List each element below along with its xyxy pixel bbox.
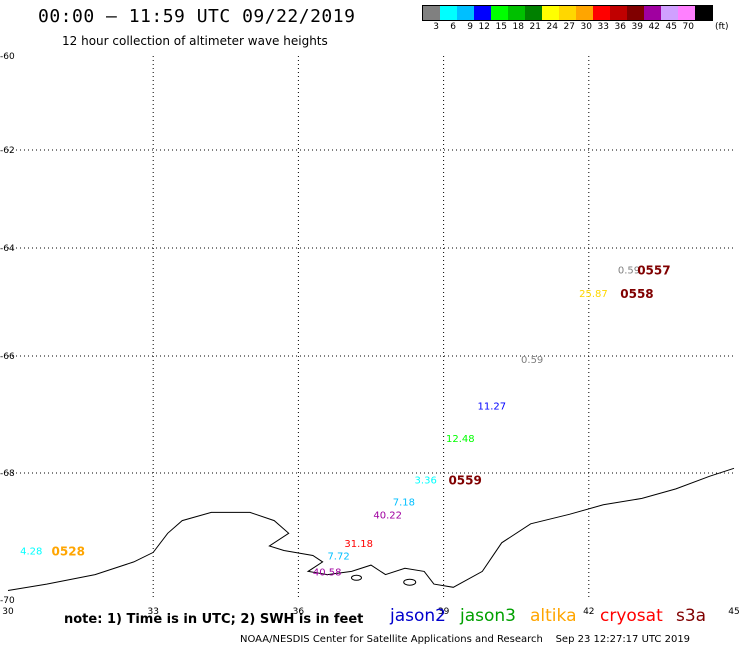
color-scale-label: 45 bbox=[665, 22, 677, 32]
wave-height-label: 7.72 bbox=[327, 552, 349, 563]
color-scale-label: 39 bbox=[631, 22, 643, 32]
color-swatch bbox=[491, 6, 508, 20]
color-scale-label: 6 bbox=[450, 22, 456, 32]
color-swatch bbox=[423, 6, 440, 20]
legend-cryosat: cryosat bbox=[600, 606, 663, 626]
wave-height-label: 25.87 bbox=[579, 289, 608, 300]
color-scale-label: 27 bbox=[563, 22, 575, 32]
legend-altika: altika bbox=[530, 606, 577, 626]
color-swatch bbox=[474, 6, 491, 20]
color-scale-label: 12 bbox=[478, 22, 490, 32]
pass-time-label: 0558 bbox=[620, 287, 653, 301]
map-subtitle: 12 hour collection of altimeter wave hei… bbox=[62, 34, 328, 48]
color-scale-unit: (ft) bbox=[715, 22, 729, 32]
wave-height-label: 40.22 bbox=[373, 510, 402, 521]
color-scale-label: 21 bbox=[529, 22, 541, 32]
x-tick-label: 42 bbox=[583, 607, 594, 617]
color-swatch bbox=[457, 6, 474, 20]
color-scale-label: 33 bbox=[597, 22, 609, 32]
island bbox=[403, 578, 417, 586]
wave-height-label: 11.27 bbox=[477, 402, 506, 413]
x-tick-label: 45 bbox=[728, 607, 739, 617]
wave-height-label: 4.28 bbox=[20, 546, 42, 557]
color-swatch bbox=[661, 6, 678, 20]
y-tick-label: -66 bbox=[0, 352, 15, 362]
wave-height-label: 0.59 bbox=[521, 355, 543, 366]
y-tick-label: -70 bbox=[0, 596, 15, 606]
color-swatch bbox=[440, 6, 457, 20]
color-scale-label: 42 bbox=[648, 22, 660, 32]
color-scale-label: 36 bbox=[614, 22, 626, 32]
color-swatch bbox=[525, 6, 542, 20]
wave-height-label: 7.18 bbox=[393, 498, 415, 509]
wave-height-label: 3.36 bbox=[415, 475, 437, 486]
color-swatch bbox=[610, 6, 627, 20]
color-scale-label: 15 bbox=[495, 22, 507, 32]
color-swatch bbox=[678, 6, 695, 20]
color-scale-label: 18 bbox=[512, 22, 524, 32]
pass-time-label: 0559 bbox=[448, 473, 481, 487]
note-text: note: 1) Time is in UTC; 2) SWH is in fe… bbox=[64, 612, 364, 627]
coastline bbox=[7, 467, 735, 591]
color-scale-labels: 3 6 9 12 15 18 21 24 27 30 33 36 39 42 45 70 bbox=[422, 22, 694, 32]
island bbox=[350, 574, 362, 581]
pass-time-label: 0557 bbox=[637, 264, 670, 278]
pass-time-label: 0528 bbox=[52, 544, 85, 558]
color-scale-bar bbox=[422, 5, 713, 21]
wave-height-label: 31.18 bbox=[344, 539, 373, 550]
legend-s3a: s3a bbox=[676, 606, 707, 626]
color-scale-label: 3 bbox=[433, 22, 439, 32]
x-tick-label: 33 bbox=[147, 607, 158, 617]
color-swatch bbox=[627, 6, 644, 20]
color-swatch bbox=[508, 6, 525, 20]
credit-line: NOAA/NESDIS Center for Satellite Applica… bbox=[240, 634, 691, 645]
color-swatch bbox=[644, 6, 661, 20]
y-tick-label: -68 bbox=[0, 469, 15, 479]
wave-height-label: 12.48 bbox=[446, 434, 475, 445]
legend-jason2: jason2 bbox=[390, 606, 446, 626]
x-tick-label: 30 bbox=[2, 607, 14, 617]
color-scale-label: 30 bbox=[580, 22, 592, 32]
color-scale-label: 9 bbox=[467, 22, 473, 32]
wave-height-label: 0.59 bbox=[618, 266, 640, 277]
wave-height-label: 40.58 bbox=[313, 567, 342, 578]
color-scale-label: 24 bbox=[546, 22, 558, 32]
map-title: 00:00 – 11:59 UTC 09/22/2019 bbox=[38, 6, 356, 27]
color-swatch bbox=[559, 6, 576, 20]
color-swatch bbox=[593, 6, 610, 20]
color-swatch bbox=[695, 6, 712, 20]
legend-jason3: jason3 bbox=[460, 606, 516, 626]
y-tick-label: -64 bbox=[0, 244, 15, 254]
x-tick-label: 36 bbox=[293, 607, 305, 617]
color-swatch bbox=[542, 6, 559, 20]
y-tick-label: -60 bbox=[0, 52, 15, 62]
color-scale-label: 70 bbox=[682, 22, 694, 32]
x-tick-label: 39 bbox=[438, 607, 450, 617]
y-tick-label: -62 bbox=[0, 146, 15, 156]
color-swatch bbox=[576, 6, 593, 20]
